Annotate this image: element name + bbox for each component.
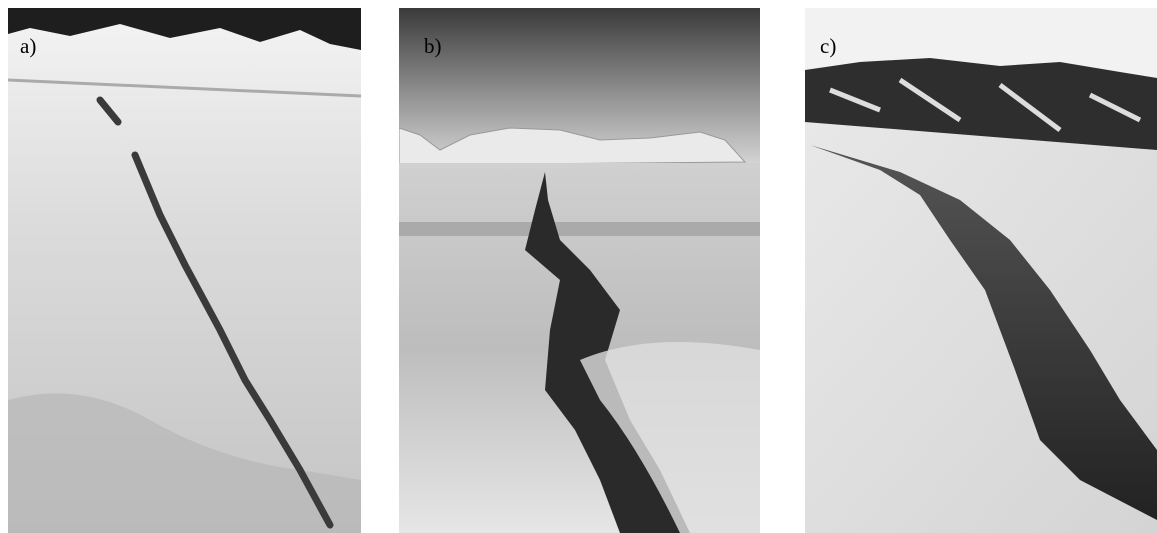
page: a) b) c) (() => { const data = JSON.pars… bbox=[0, 0, 1157, 533]
panel-label: b) bbox=[424, 34, 442, 58]
photo-b bbox=[399, 8, 760, 533]
panel-label: c) bbox=[820, 34, 836, 58]
panel-label: a) bbox=[20, 34, 36, 58]
photo-c bbox=[805, 8, 1157, 533]
photo-a bbox=[8, 8, 361, 533]
figure: a) b) c) bbox=[0, 0, 1157, 533]
ridge bbox=[399, 222, 760, 236]
